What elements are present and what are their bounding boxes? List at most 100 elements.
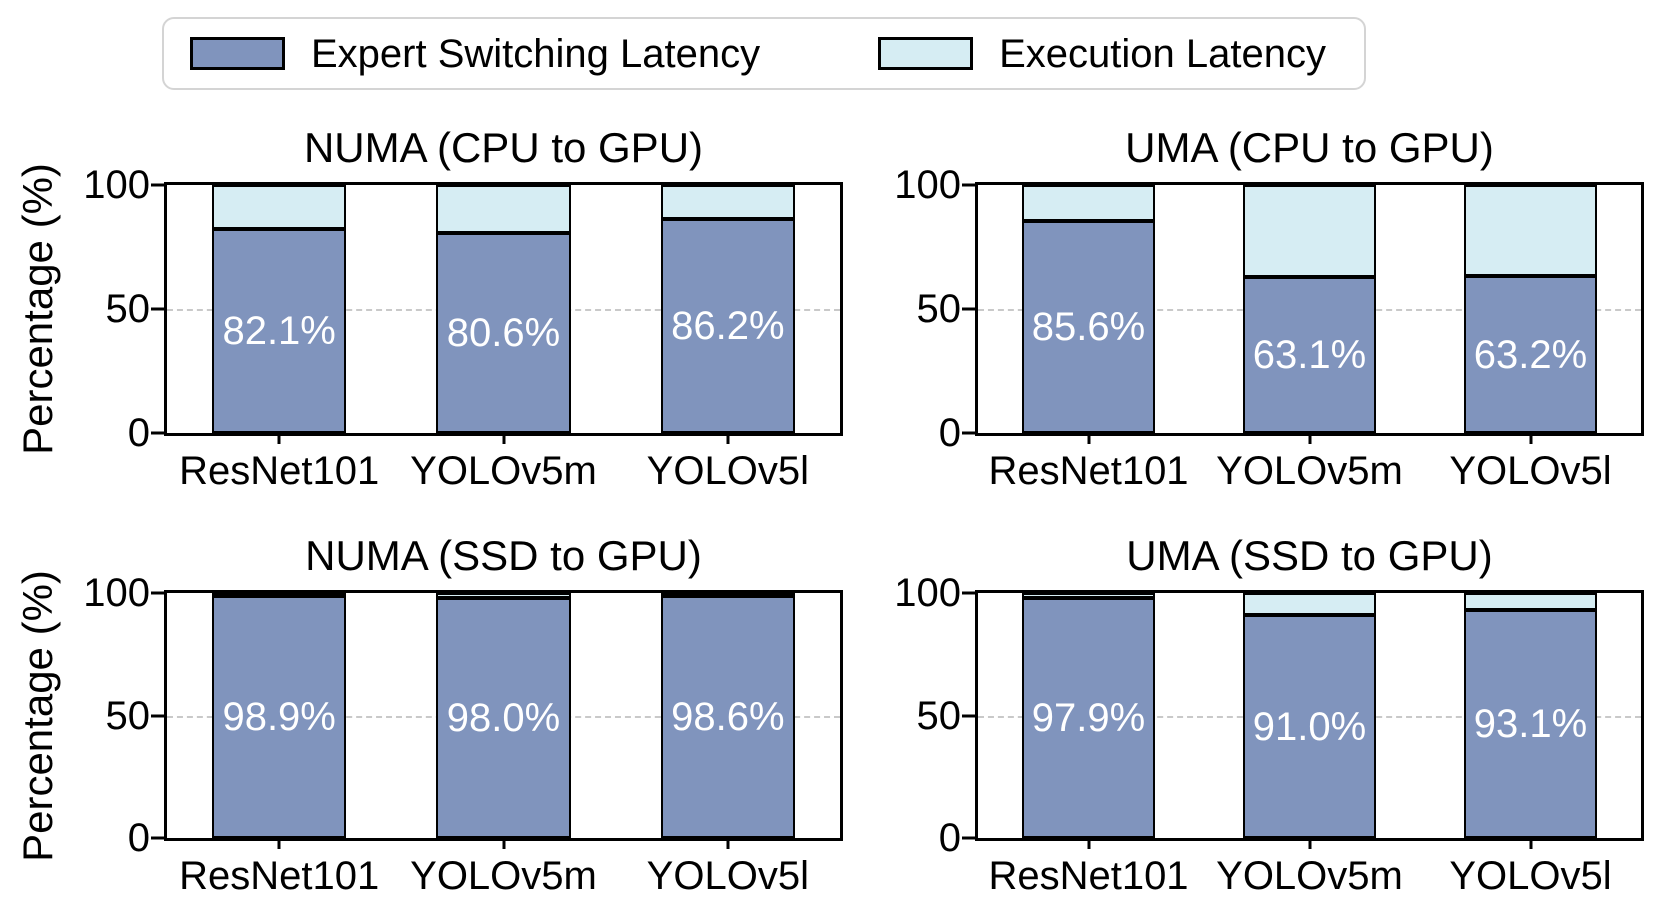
execution-latency-bar-segment (1243, 593, 1376, 616)
y-tick-label: 0 (127, 411, 150, 455)
legend-item-expert-switching-latency: Expert Switching Latency (190, 34, 760, 74)
bar-value-label: 80.6% (446, 311, 561, 356)
y-tick-mark (962, 307, 975, 311)
chart-title: NUMA (SSD to GPU) (305, 531, 702, 579)
bar-value-label: 93.1% (1473, 701, 1588, 746)
y-axis-label-bottom-row: Percentage (%) (14, 570, 61, 862)
x-tick-label: YOLOv5m (1216, 854, 1403, 898)
expert-switching-latency-bar-segment (1022, 598, 1155, 838)
y-tick-mark (151, 431, 164, 435)
x-tick-label: ResNet101 (179, 449, 380, 493)
y-tick-label: 0 (938, 411, 961, 455)
y-tick-mark (962, 183, 975, 187)
x-tick-label: ResNet101 (988, 854, 1189, 898)
x-tick-label: YOLOv5m (410, 854, 597, 898)
y-tick-mark (151, 591, 164, 595)
x-tick-label: YOLOv5m (410, 449, 597, 493)
bar-value-label: 63.2% (1473, 332, 1588, 377)
expert-switching-latency-bar-segment (436, 233, 571, 433)
y-tick-mark (151, 836, 164, 840)
execution-latency-bar-segment (1464, 593, 1597, 610)
expert-switching-latency-bar-segment (211, 229, 347, 433)
expert-switching-latency-swatch-icon (190, 37, 285, 70)
y-tick-label: 50 (105, 287, 151, 331)
x-tick-label: ResNet101 (179, 854, 380, 898)
subplot-numa-ssd-to-gpu: NUMA (SSD to GPU) 0 50 100 98.9% ResNet101 98.… (83, 532, 843, 896)
y-axis-label-top-row: Percentage (%) (14, 163, 61, 455)
y-tick-mark (962, 836, 975, 840)
x-tick-mark (277, 838, 281, 849)
expert-switching-latency-bar-segment (660, 219, 796, 433)
x-tick-mark (502, 838, 505, 849)
expert-switching-latency-bar-segment (1022, 220, 1155, 433)
bar-value-label: 86.2% (671, 304, 785, 349)
bar-value-label: 91.0% (1252, 704, 1367, 749)
x-tick-mark (277, 433, 281, 444)
bar-value-label: 63.1% (1252, 332, 1367, 377)
execution-latency-legend-label: Execution Latency (999, 31, 1326, 76)
expert-switching-latency-legend-label: Expert Switching Latency (311, 31, 761, 76)
y-tick-label: 50 (105, 693, 151, 738)
y-tick-mark (151, 714, 164, 717)
expert-switching-latency-bar-segment (436, 597, 571, 838)
execution-latency-swatch-icon (878, 37, 974, 70)
x-tick-label: YOLOv5l (1449, 854, 1612, 898)
x-tick-mark (726, 838, 730, 849)
x-tick-label: ResNet101 (988, 449, 1189, 493)
execution-latency-bar-segment (1464, 185, 1597, 277)
bar-value-label: 98.6% (671, 695, 785, 740)
x-tick-label: YOLOv5l (646, 449, 809, 493)
x-tick-label: YOLOv5l (646, 854, 809, 898)
x-tick-mark (1529, 433, 1532, 444)
expert-switching-latency-bar-segment (1243, 276, 1376, 433)
x-tick-mark (1308, 838, 1311, 849)
execution-latency-bar-segment (436, 185, 571, 234)
subplot-uma-ssd-to-gpu: UMA (SSD to GPU) 0 50 100 97.9% ResNet101 91.0… (894, 532, 1644, 896)
expert-switching-latency-bar-segment (211, 595, 347, 838)
x-tick-label: YOLOv5l (1449, 449, 1612, 493)
execution-latency-bar-segment (1022, 593, 1155, 599)
expert-switching-latency-bar-segment (660, 596, 796, 838)
y-tick-mark (151, 307, 164, 311)
x-tick-mark (1308, 433, 1311, 444)
y-tick-mark (962, 714, 975, 717)
subplot-uma-cpu-to-gpu: UMA (CPU to GPU) 0 50 100 85.6% ResNet101 63.1… (894, 124, 1644, 491)
bar-value-label: 82.1% (222, 309, 336, 354)
x-tick-mark (726, 433, 730, 444)
execution-latency-bar-segment (436, 593, 571, 598)
expert-switching-latency-bar-segment (1464, 609, 1597, 838)
y-tick-label: 100 (83, 571, 150, 615)
y-tick-mark (962, 591, 975, 595)
y-tick-label: 0 (938, 816, 961, 860)
y-tick-label: 0 (127, 816, 150, 860)
chart-title: UMA (CPU to GPU) (1125, 123, 1494, 171)
expert-switching-latency-bar-segment (1464, 276, 1597, 433)
bar-value-label: 98.0% (446, 695, 561, 740)
y-tick-label: 50 (916, 287, 962, 331)
y-tick-label: 100 (894, 571, 961, 615)
legend: Expert Switching Latency Execution Laten… (162, 17, 1366, 90)
subplot-numa-cpu-to-gpu: NUMA (CPU to GPU) 0 50 100 82.1% ResNet101 80.… (83, 124, 843, 491)
x-tick-mark (1529, 838, 1532, 849)
y-tick-mark (151, 183, 164, 187)
y-tick-label: 50 (916, 693, 962, 738)
x-tick-label: YOLOv5m (1216, 449, 1403, 493)
y-tick-label: 100 (83, 163, 150, 207)
x-tick-mark (1087, 838, 1090, 849)
bar-value-label: 98.9% (222, 694, 336, 739)
execution-latency-bar-segment (1022, 185, 1155, 221)
y-tick-label: 100 (894, 163, 961, 207)
y-tick-mark (962, 431, 975, 435)
bar-value-label: 97.9% (1031, 696, 1146, 741)
legend-item-execution-latency: Execution Latency (878, 34, 1326, 74)
execution-latency-bar-segment (660, 593, 796, 597)
chart-title: NUMA (CPU to GPU) (303, 123, 704, 171)
x-tick-mark (502, 433, 505, 444)
execution-latency-bar-segment (211, 185, 347, 230)
expert-switching-latency-bar-segment (1243, 615, 1376, 838)
bar-value-label: 85.6% (1031, 304, 1146, 349)
x-tick-mark (1087, 433, 1090, 444)
chart-title: UMA (SSD to GPU) (1126, 531, 1493, 579)
execution-latency-bar-segment (1243, 185, 1376, 277)
